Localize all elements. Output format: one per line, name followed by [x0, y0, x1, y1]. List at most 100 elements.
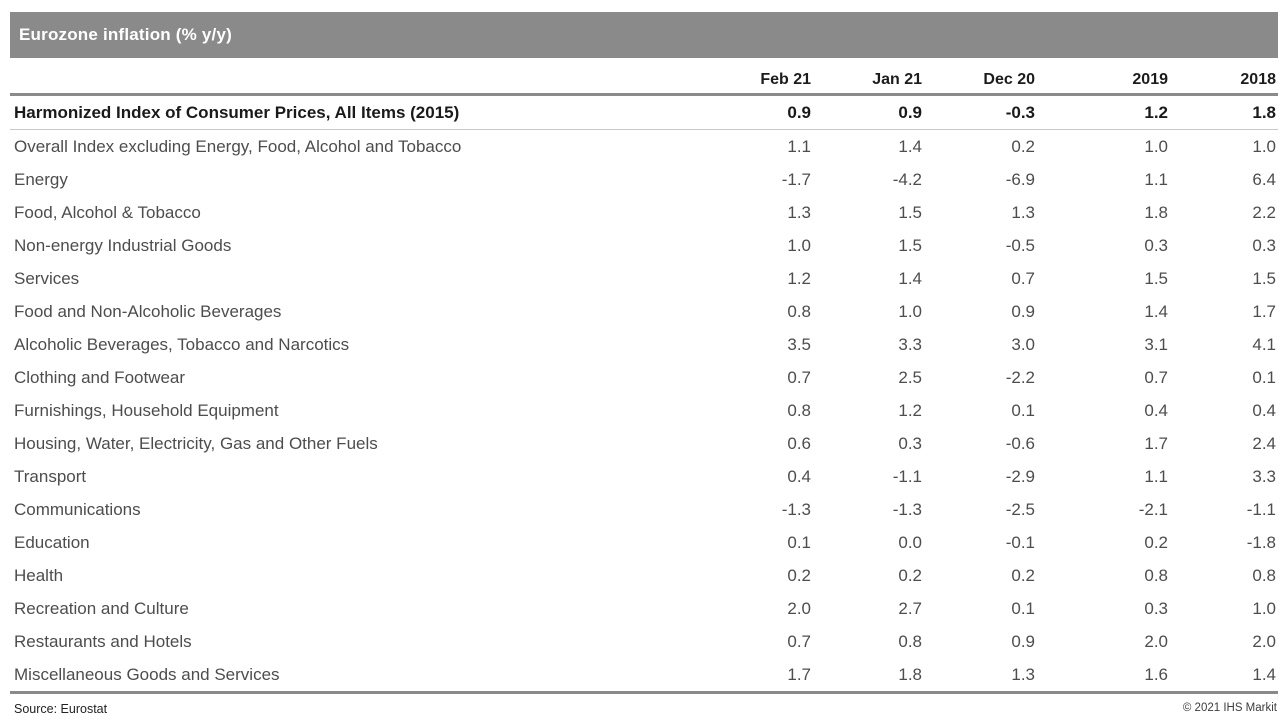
value-cell: 2.0 — [1144, 632, 1168, 651]
value-cell: 2.4 — [1252, 434, 1276, 453]
value-cell: 1.2 — [898, 401, 922, 420]
row-label: Clothing and Footwear — [14, 368, 186, 387]
value-cell: 1.1 — [1144, 170, 1168, 189]
table-row: Education 0.1 0.0 -0.1 0.2 -1.8 — [10, 526, 1278, 559]
row-label: Miscellaneous Goods and Services — [14, 665, 280, 684]
value-cell: 0.8 — [787, 302, 811, 321]
value-cell: -1.7 — [781, 170, 811, 189]
value-cell: 2.2 — [1252, 203, 1276, 222]
table-row: Health 0.2 0.2 0.2 0.8 0.8 — [10, 559, 1278, 592]
value-cell: -1.1 — [1246, 500, 1276, 519]
value-cell: 0.0 — [898, 533, 922, 552]
value-cell: -1.3 — [892, 500, 922, 519]
value-cell: 1.8 — [1170, 94, 1278, 130]
value-cell: 0.3 — [1144, 599, 1168, 618]
value-cell: 6.4 — [1252, 170, 1276, 189]
value-cell: 0.9 — [1011, 302, 1035, 321]
header-row: Feb 21 Jan 21 Dec 20 2019 2018 — [10, 58, 1278, 96]
row-label: Transport — [14, 467, 87, 486]
value-cell: 1.0 — [1252, 599, 1276, 618]
row-label: Harmonized Index of Consumer Prices, All… — [10, 94, 701, 130]
value-cell: -0.5 — [1005, 236, 1035, 255]
value-cell: 1.3 — [1011, 203, 1035, 222]
value-cell: -6.9 — [1005, 170, 1035, 189]
value-cell: 0.8 — [1144, 566, 1168, 585]
copyright-note: © 2021 IHS Markit — [1182, 702, 1277, 714]
value-cell: -1.3 — [781, 500, 811, 519]
column-header-2019: 2019 — [1037, 58, 1170, 96]
row-label: Alcoholic Beverages, Tobacco and Narcoti… — [14, 335, 350, 354]
table-row: Transport 0.4 -1.1 -2.9 1.1 3.3 — [10, 460, 1278, 493]
value-cell: -4.2 — [892, 170, 922, 189]
value-cell: 0.7 — [1144, 368, 1168, 387]
table-row: Recreation and Culture 2.0 2.7 0.1 0.3 1.0 — [10, 592, 1278, 625]
value-cell: 1.8 — [1144, 203, 1168, 222]
source-note: Source: Eurostat — [14, 702, 108, 716]
value-cell: 3.5 — [787, 335, 811, 354]
table-row: Non-energy Industrial Goods 1.0 1.5 -0.5 0.3… — [10, 229, 1278, 262]
row-label: Food, Alcohol & Tobacco — [14, 203, 201, 222]
value-cell: 1.7 — [1252, 302, 1276, 321]
value-cell: -0.1 — [1005, 533, 1035, 552]
value-cell: 1.4 — [898, 269, 922, 288]
column-header-feb-21: Feb 21 — [701, 58, 813, 96]
value-cell: 0.9 — [813, 94, 924, 130]
row-label: Energy — [14, 170, 68, 189]
row-label: Restaurants and Hotels — [14, 632, 192, 651]
row-label: Non-energy Industrial Goods — [14, 236, 232, 255]
value-cell: 3.1 — [1144, 335, 1168, 354]
table-row: Services 1.2 1.4 0.7 1.5 1.5 — [10, 262, 1278, 295]
value-cell: 2.5 — [898, 368, 922, 387]
value-cell: 1.1 — [787, 137, 811, 156]
value-cell: 0.8 — [1252, 566, 1276, 585]
value-cell: -1.1 — [892, 467, 922, 486]
value-cell: 3.3 — [1252, 467, 1276, 486]
value-cell: 1.6 — [1144, 665, 1168, 684]
value-cell: 0.9 — [1011, 632, 1035, 651]
value-cell: 1.1 — [1144, 467, 1168, 486]
value-cell: 1.4 — [1144, 302, 1168, 321]
value-cell: -2.5 — [1005, 500, 1035, 519]
value-cell: 1.0 — [787, 236, 811, 255]
value-cell: 0.1 — [1011, 401, 1035, 420]
value-cell: 1.5 — [1252, 269, 1276, 288]
value-cell: 0.1 — [1011, 599, 1035, 618]
value-cell: -1.8 — [1246, 533, 1276, 552]
table-body: Harmonized Index of Consumer Prices, All… — [10, 94, 1278, 692]
row-label: Furnishings, Household Equipment — [14, 401, 279, 420]
row-label: Recreation and Culture — [14, 599, 189, 618]
value-cell: -0.3 — [924, 94, 1037, 130]
value-cell: 0.4 — [1144, 401, 1168, 420]
value-cell: 2.0 — [1252, 632, 1276, 651]
column-header-dec-20: Dec 20 — [924, 58, 1037, 96]
value-cell: 1.3 — [1011, 665, 1035, 684]
value-cell: 1.0 — [898, 302, 922, 321]
value-cell: 1.5 — [898, 236, 922, 255]
row-label: Communications — [14, 500, 141, 519]
column-header-2018: 2018 — [1170, 58, 1278, 96]
value-cell: 1.2 — [787, 269, 811, 288]
row-label: Education — [14, 533, 90, 552]
value-cell: 0.7 — [787, 632, 811, 651]
value-cell: 1.4 — [1252, 665, 1276, 684]
value-cell: 0.3 — [898, 434, 922, 453]
row-label: Services — [14, 269, 80, 288]
value-cell: 0.2 — [1144, 533, 1168, 552]
value-cell: 1.7 — [1144, 434, 1168, 453]
value-cell: 1.5 — [1144, 269, 1168, 288]
value-cell: 1.3 — [787, 203, 811, 222]
value-cell: 1.7 — [787, 665, 811, 684]
value-cell: 2.7 — [898, 599, 922, 618]
value-cell: -2.9 — [1005, 467, 1035, 486]
table-row: Clothing and Footwear 0.7 2.5 -2.2 0.7 0.1 — [10, 361, 1278, 394]
value-cell: 0.3 — [1252, 236, 1276, 255]
value-cell: 0.6 — [787, 434, 811, 453]
value-cell: 2.0 — [787, 599, 811, 618]
value-cell: 3.0 — [1011, 335, 1035, 354]
table-row: Alcoholic Beverages, Tobacco and Narcoti… — [10, 328, 1278, 361]
value-cell: 0.7 — [1011, 269, 1035, 288]
value-cell: 0.7 — [787, 368, 811, 387]
table-row: Furnishings, Household Equipment 0.8 1.2 0.… — [10, 394, 1278, 427]
value-cell: 3.3 — [898, 335, 922, 354]
